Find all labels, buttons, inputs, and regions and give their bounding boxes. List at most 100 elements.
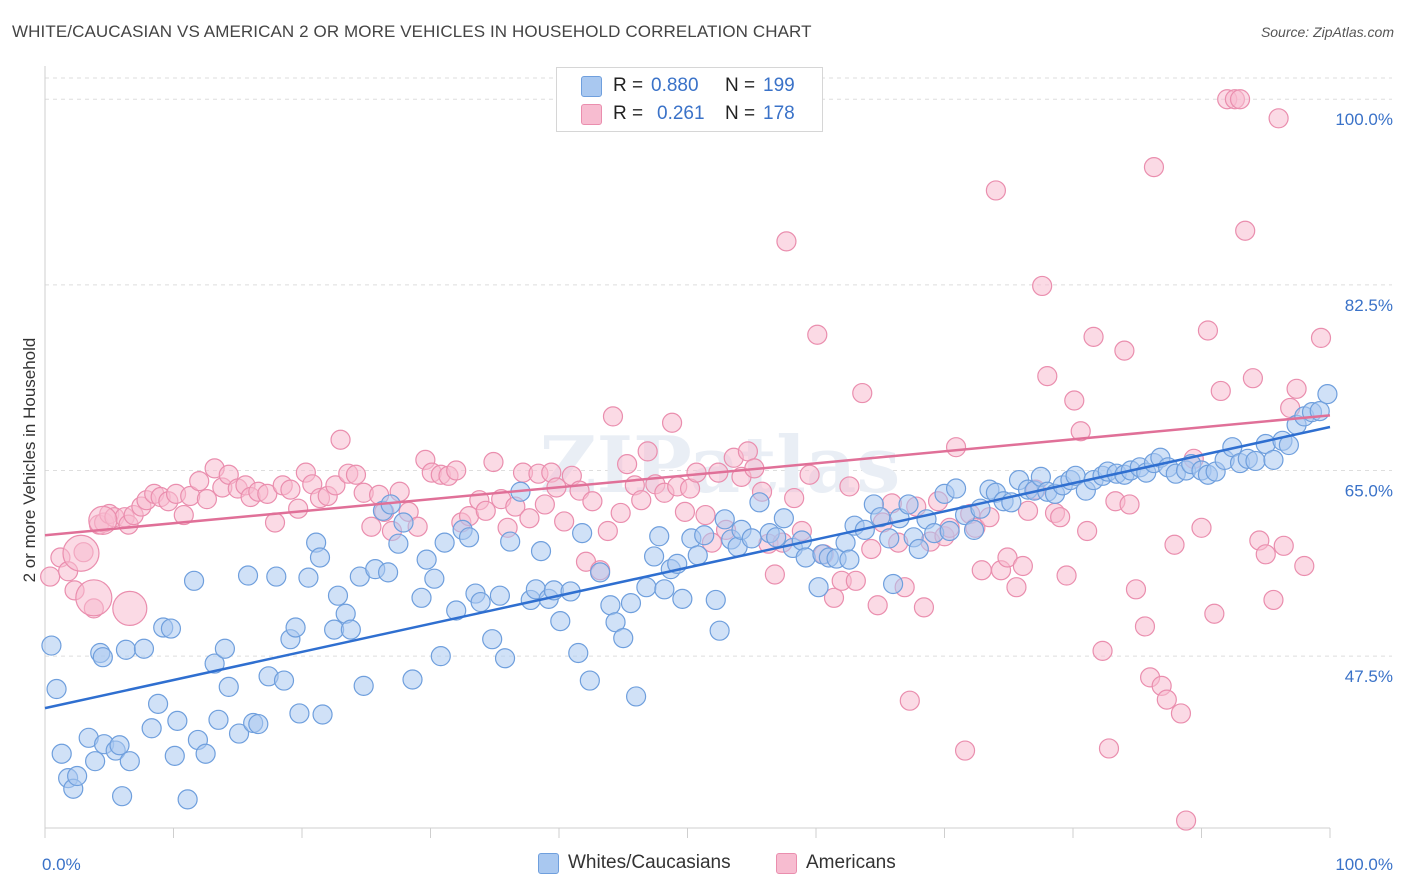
whites-point	[483, 630, 502, 649]
whites-point	[394, 513, 413, 532]
whites-point	[417, 550, 436, 569]
bottom-legend-swatch-blue	[538, 853, 559, 874]
whites-point	[715, 510, 734, 529]
whites-point	[249, 715, 268, 734]
americans-point	[1093, 641, 1112, 660]
whites-point	[496, 649, 515, 668]
americans-point	[1033, 276, 1052, 295]
whites-point	[286, 618, 305, 637]
americans-point	[1120, 495, 1139, 514]
y-tick-label-0: 47.5%	[1345, 667, 1393, 686]
americans-point	[1057, 566, 1076, 585]
americans-point	[1243, 369, 1262, 388]
whites-point	[267, 567, 286, 586]
americans-point	[76, 580, 112, 616]
americans-point	[520, 509, 539, 528]
whites-point	[215, 639, 234, 658]
whites-point	[490, 586, 509, 605]
americans-point	[197, 490, 216, 509]
whites-point	[425, 569, 444, 588]
whites-point	[637, 578, 656, 597]
whites-point	[412, 588, 431, 607]
whites-point	[116, 640, 135, 659]
whites-point	[710, 621, 729, 640]
legend-swatch-pink	[581, 104, 602, 125]
whites-point	[627, 687, 646, 706]
whites-point	[68, 767, 87, 786]
whites-point	[161, 619, 180, 638]
whites-point	[742, 529, 761, 548]
bottom-legend-swatch-pink	[776, 853, 797, 874]
legend-n-label: N =	[725, 103, 755, 125]
americans-point	[1007, 578, 1026, 597]
whites-point	[695, 526, 714, 545]
whites-point	[645, 547, 664, 566]
whites-point	[750, 493, 769, 512]
whites-point	[42, 636, 61, 655]
whites-point	[688, 546, 707, 565]
whites-point	[341, 620, 360, 639]
whites-point	[809, 578, 828, 597]
americans-point	[1192, 518, 1211, 537]
whites-point	[328, 586, 347, 605]
whites-point	[909, 540, 928, 559]
americans-point	[914, 598, 933, 617]
americans-point	[785, 489, 804, 508]
whites-point	[501, 532, 520, 551]
americans-point	[555, 512, 574, 531]
americans-point	[1264, 590, 1283, 609]
whites-point	[431, 647, 450, 666]
whites-point	[379, 563, 398, 582]
whites-point	[796, 548, 815, 567]
americans-point	[598, 521, 617, 540]
americans-point	[1269, 109, 1288, 128]
y-axis-label: 2 or more Vehicles in Household	[20, 338, 40, 583]
legend-box: R = 0.880 N = 199 R = 0.261 N = 178	[556, 67, 823, 132]
americans-point	[1312, 328, 1331, 347]
legend-r-value-americans: 0.261	[657, 103, 705, 125]
whites-point	[1318, 385, 1337, 404]
whites-point	[313, 705, 332, 724]
americans-point	[190, 472, 209, 491]
whites-point	[1264, 450, 1283, 469]
legend-row-whites: R = 0.880 N = 199	[557, 72, 822, 100]
americans-point	[1236, 221, 1255, 240]
whites-point	[120, 752, 139, 771]
americans-point	[476, 501, 495, 520]
whites-point	[93, 648, 112, 667]
whites-point	[940, 521, 959, 540]
whites-point	[471, 593, 490, 612]
americans-point	[675, 502, 694, 521]
americans-point	[1211, 381, 1230, 400]
americans-point	[868, 596, 887, 615]
americans-point	[1144, 158, 1163, 177]
whites-point	[290, 704, 309, 723]
whites-point	[532, 542, 551, 561]
whites-point	[209, 710, 228, 729]
americans-point	[663, 413, 682, 432]
americans-point	[956, 741, 975, 760]
americans-point	[535, 495, 554, 514]
americans-point	[281, 480, 300, 499]
whites-point	[580, 671, 599, 690]
whites-point	[219, 677, 238, 696]
whites-point	[52, 744, 71, 763]
legend-row-americans: R = 0.261 N = 178	[557, 100, 822, 128]
scatter-chart: ZIPatlas 47.5%65.0%82.5%100.0%0.0%100.0%	[0, 0, 1406, 892]
whites-point	[601, 596, 620, 615]
americans-point	[986, 181, 1005, 200]
americans-point	[63, 535, 99, 571]
x-tick-label-1: 100.0%	[1335, 855, 1393, 874]
whites-point	[168, 711, 187, 730]
americans-point	[113, 591, 147, 625]
whites-point	[354, 676, 373, 695]
americans-point	[1115, 341, 1134, 360]
whites-point	[196, 744, 215, 763]
legend-r-label: R =	[613, 75, 643, 97]
whites-point	[165, 746, 184, 765]
americans-point	[853, 384, 872, 403]
americans-point	[1256, 545, 1275, 564]
whites-point	[86, 752, 105, 771]
americans-point	[1135, 617, 1154, 636]
americans-point	[362, 517, 381, 536]
